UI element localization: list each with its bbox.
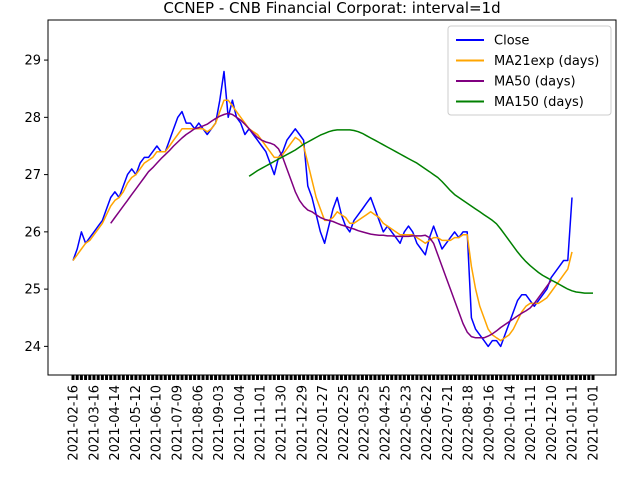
x-tick-label: 2021-01-01 [587,385,602,461]
legend-label: Close [494,34,529,49]
y-axis: 24 25 26 27 28 29 [24,54,48,355]
x-tick-label: 2021-08-06 [191,385,206,461]
y-tick-label: 24 [24,340,41,355]
x-tick-label: 2021-11-01 [254,385,269,461]
y-tick-label: 28 [24,111,41,126]
x-tick-label: 2020-09-16 [483,385,498,461]
y-tick-label: 26 [24,225,41,240]
legend-label: MA150 (days) [494,95,584,110]
series-line-1 [72,99,573,342]
legend-label: MA50 (days) [494,75,576,90]
x-tick-label: 2022-05-23 [399,385,414,461]
legend-label: MA21exp (days) [494,54,599,69]
plot-lines [72,70,593,348]
y-tick-label: 29 [24,54,41,69]
x-tick-label: 2022-08-18 [462,385,477,461]
y-tick-label: 27 [24,168,41,183]
x-tick-label: 2021-11-30 [275,385,290,461]
x-tick-label: 2021-07-09 [171,385,186,461]
x-tick-label: 2022-07-21 [441,385,456,461]
x-tick-label: 2022-04-25 [379,385,394,461]
x-tick-label: 2020-12-10 [545,385,560,461]
series-line-3 [248,129,593,294]
x-tick-label: 2022-06-22 [420,385,435,461]
x-tick-label: 2022-02-25 [337,385,352,461]
x-tick-label: 2021-12-29 [295,385,310,461]
x-tick-label: 2021-01-11 [566,385,581,461]
chart-title: CCNEP - CNB Financial Corporat: interval… [163,0,500,17]
x-tick-label: 2021-02-16 [67,385,82,461]
x-tick-label: 2020-10-14 [503,385,518,461]
x-tick-label: 2022-01-27 [316,385,331,461]
x-tick-label: 2021-09-03 [212,385,227,461]
legend: Close MA21exp (days) MA50 (days) MA150 (day… [447,25,612,116]
legend-box [447,25,612,116]
x-tick-label: 2022-03-25 [358,385,373,461]
series-line-0 [72,70,573,348]
x-tick-label: 2021-05-12 [129,385,144,461]
x-tick-label: 2021-10-04 [233,385,248,461]
y-tick-label: 25 [24,283,41,298]
x-axis: 2021-02-16 2021-03-16 2021-04-14 2021-05-12… [67,375,602,461]
x-tick-label: 2021-06-10 [150,385,165,461]
x-tick-label: 2021-03-16 [87,385,102,461]
x-tick-label: 2020-11-11 [524,385,539,461]
series-line-2 [110,112,552,339]
x-tick-label: 2021-04-14 [108,385,123,461]
